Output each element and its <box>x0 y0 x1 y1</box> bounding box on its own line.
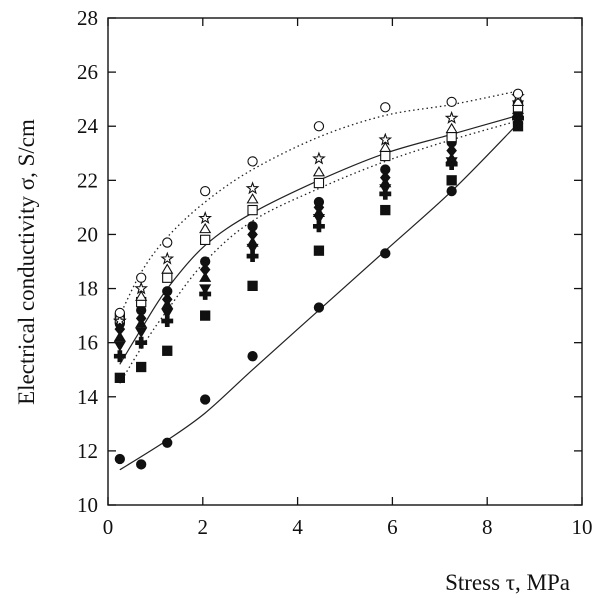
data-point-open-circle <box>114 307 125 319</box>
plot-border <box>107 17 583 506</box>
data-point-filled-circle <box>136 459 147 470</box>
data-point-open-star <box>160 251 175 265</box>
data-point-open-triangle <box>246 193 259 204</box>
data-point-filled-diamond <box>199 263 211 277</box>
data-point-filled-square <box>136 361 147 373</box>
data-point-open-triangle <box>199 222 212 234</box>
y-tick-label: 14 <box>77 385 99 409</box>
data-point-open-square <box>380 150 391 162</box>
y-tick-label: 20 <box>77 222 98 246</box>
data-point-open-square <box>247 204 258 216</box>
data-point-filled-plus <box>135 336 148 349</box>
data-point-filled-diamond <box>135 311 147 325</box>
x-tick-label: 8 <box>482 515 493 539</box>
x-tick-label: 10 <box>572 515 593 539</box>
data-point-open-star <box>112 313 127 327</box>
x-tick-label: 0 <box>103 515 114 539</box>
data-point-open-triangle <box>445 122 458 134</box>
y-tick-label: 26 <box>77 60 98 84</box>
data-point-filled-circle-b <box>313 196 325 208</box>
y-tick-label: 24 <box>77 114 99 138</box>
y-tick-label: 12 <box>77 439 98 463</box>
fit-curve-dotted <box>119 90 519 316</box>
y-tick-label: 10 <box>77 493 98 517</box>
data-point-filled-circle-b <box>162 286 173 297</box>
data-point-open-circle <box>380 102 391 113</box>
x-tick-label: 6 <box>387 515 398 539</box>
plot-frame <box>107 17 583 506</box>
data-point-open-star <box>312 151 326 165</box>
data-point-filled-triangle-down <box>199 284 212 295</box>
data-point-open-star <box>378 132 393 146</box>
data-point-open-circle <box>446 96 457 108</box>
data-point-filled-plus <box>113 350 126 363</box>
data-point-filled-plus <box>246 250 259 263</box>
fit-curves <box>119 90 519 471</box>
data-point-filled-square <box>114 372 125 383</box>
data-point-filled-diamond <box>247 227 258 241</box>
data-point-open-star <box>134 281 149 295</box>
x-tick-label: 2 <box>198 515 209 539</box>
data-point-filled-circle <box>162 437 173 448</box>
data-point-filled-diamond <box>161 292 173 306</box>
data-point-open-triangle <box>379 141 392 153</box>
data-points <box>112 88 525 470</box>
x-tick-label: 4 <box>292 515 303 539</box>
data-point-filled-circle-b <box>380 164 391 175</box>
x-axis-label: Stress τ, MPa <box>445 570 570 595</box>
data-point-filled-circle <box>200 394 211 405</box>
data-point-filled-circle-b <box>200 256 211 267</box>
data-point-filled-circle <box>446 186 457 197</box>
data-point-open-star <box>245 181 260 195</box>
data-point-filled-triangle-up <box>445 152 458 163</box>
data-point-filled-triangle-down <box>135 327 148 339</box>
data-point-filled-square <box>162 345 173 356</box>
data-point-open-square <box>446 131 457 143</box>
data-point-filled-triangle-up <box>246 236 259 247</box>
data-point-open-circle <box>136 272 147 283</box>
data-point-filled-circle <box>114 453 125 465</box>
data-point-filled-circle <box>380 248 391 259</box>
data-point-open-square <box>313 177 325 189</box>
y-axis-label: Electrical conductivity σ, S/cm <box>14 119 39 405</box>
data-point-open-triangle <box>135 290 148 301</box>
data-point-filled-circle <box>247 351 258 362</box>
data-point-filled-triangle-up <box>199 271 212 282</box>
data-point-filled-diamond <box>379 171 391 185</box>
data-point-open-circle <box>247 156 258 167</box>
data-point-open-circle <box>162 237 173 248</box>
y-tick-label: 18 <box>77 277 98 301</box>
y-tick-label: 16 <box>77 331 98 355</box>
data-point-filled-square <box>247 280 258 291</box>
data-point-filled-triangle-up <box>113 331 126 342</box>
data-point-open-square <box>200 234 211 246</box>
data-point-filled-triangle-down <box>161 308 174 320</box>
y-tick-label: 28 <box>77 6 98 30</box>
data-point-filled-square <box>380 204 391 216</box>
data-point-open-triangle <box>161 263 174 274</box>
data-point-filled-square <box>313 245 325 256</box>
data-point-open-circle <box>200 186 211 197</box>
data-point-filled-plus <box>161 315 174 327</box>
data-point-filled-triangle-down <box>113 341 126 352</box>
fit-curve-solid <box>119 114 519 365</box>
data-point-filled-square <box>200 310 211 321</box>
data-point-filled-square <box>446 175 457 186</box>
data-point-filled-plus <box>312 220 325 233</box>
data-point-open-triangle <box>312 166 325 177</box>
data-point-filled-diamond <box>446 144 457 158</box>
data-point-filled-circle-b <box>247 221 258 232</box>
data-point-open-star <box>198 210 213 224</box>
data-point-filled-circle <box>313 302 325 313</box>
data-point-open-square <box>162 272 173 283</box>
data-point-open-circle <box>313 121 325 132</box>
y-tick-label: 22 <box>77 168 98 192</box>
data-point-open-star <box>444 110 459 124</box>
data-point-open-circle <box>512 88 524 99</box>
